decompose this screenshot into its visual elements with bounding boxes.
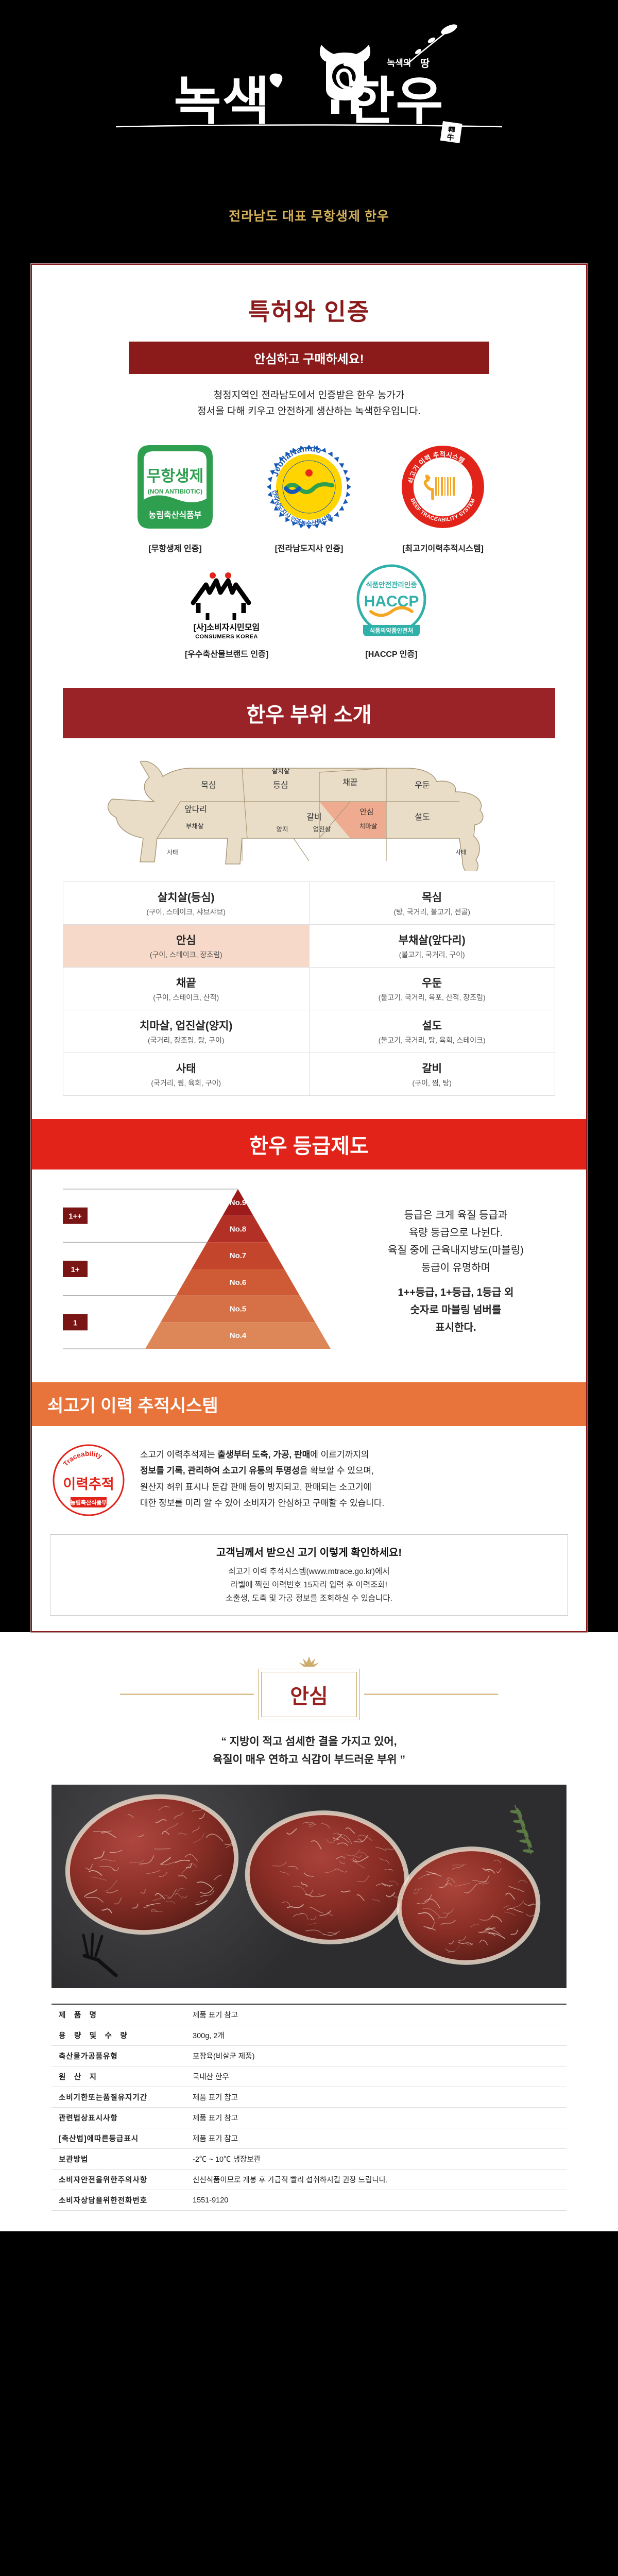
svg-text:No.7: No.7 [230,1251,247,1260]
svg-text:채끝: 채끝 [342,778,357,787]
svg-text:식품안전관리인증: 식품안전관리인증 [366,581,417,589]
svg-text:치마살: 치마살 [359,823,377,830]
svg-text:안심: 안심 [360,808,374,817]
svg-text:목심: 목심 [201,781,216,790]
svg-text:설도: 설도 [415,812,430,822]
svg-text:살치살: 살치살 [272,768,290,775]
svg-text:식품의약품안전처: 식품의약품안전처 [370,627,414,634]
svg-text:갈비: 갈비 [306,812,321,822]
svg-text:농림축산식품부: 농림축산식품부 [148,510,201,520]
svg-text:등심: 등심 [273,781,288,790]
svg-text:우둔: 우둔 [415,781,430,790]
svg-text:농림축산식품부: 농림축산식품부 [71,1499,107,1506]
svg-text:牛: 牛 [447,132,455,142]
svg-text:1+: 1+ [71,1265,79,1274]
svg-text:(NON ANTIBIOTIC): (NON ANTIBIOTIC) [148,488,202,495]
svg-text:이력추적: 이력추적 [63,1477,114,1492]
svg-text:CONSUMERS KOREA: CONSUMERS KOREA [195,634,258,640]
svg-text:땅: 땅 [420,58,430,70]
svg-text:No.4: No.4 [230,1331,247,1340]
svg-text:No.5: No.5 [230,1304,247,1313]
svg-text:녹색의: 녹색의 [387,58,411,68]
svg-text:No.6: No.6 [230,1278,247,1286]
svg-text:양지: 양지 [276,826,288,833]
svg-text:업진살: 업진살 [313,826,331,833]
svg-text:1: 1 [73,1318,77,1327]
svg-text:HACCP: HACCP [364,593,419,610]
svg-text:무항생제: 무항생제 [147,468,203,485]
svg-text:No.9: No.9 [230,1198,247,1207]
svg-text:부채살: 부채살 [186,823,204,830]
svg-text:앞다리: 앞다리 [184,805,207,814]
svg-text:사태: 사태 [455,849,466,856]
svg-text:No.8: No.8 [230,1225,247,1233]
svg-text:1++: 1++ [68,1212,82,1221]
svg-text:사태: 사태 [167,849,178,856]
svg-text:[사]소비자시민모임: [사]소비자시민모임 [194,623,260,632]
